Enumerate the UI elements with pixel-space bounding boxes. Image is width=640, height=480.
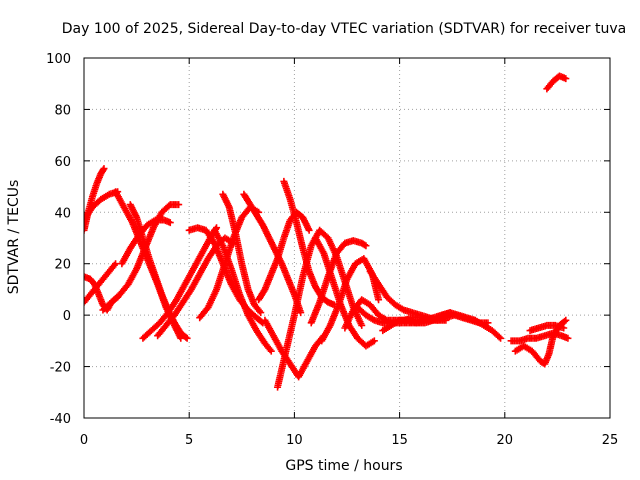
data-point bbox=[562, 75, 570, 83]
series-track-16 bbox=[255, 208, 313, 304]
plot-area bbox=[84, 72, 572, 391]
data-point bbox=[561, 317, 569, 325]
data-point bbox=[362, 242, 370, 250]
x-tick-label: 25 bbox=[602, 433, 619, 448]
data-point bbox=[562, 316, 570, 324]
series-track-29 bbox=[526, 321, 568, 335]
series-track-27 bbox=[507, 329, 572, 345]
x-axis-title: GPS time / hours bbox=[285, 458, 402, 474]
series-track-28 bbox=[511, 316, 570, 368]
y-tick-label: -20 bbox=[50, 361, 71, 376]
data-point bbox=[560, 324, 568, 332]
data-point bbox=[112, 260, 120, 268]
x-tick-label: 5 bbox=[185, 433, 193, 448]
data-point bbox=[84, 226, 88, 234]
data-point bbox=[442, 316, 450, 324]
y-tick-label: 60 bbox=[54, 155, 71, 170]
x-tick-label: 0 bbox=[80, 433, 88, 448]
data-point bbox=[182, 333, 190, 341]
data-point bbox=[305, 226, 313, 234]
data-point bbox=[495, 333, 503, 341]
plot-frame bbox=[83, 57, 611, 419]
data-point bbox=[257, 309, 265, 317]
data-point bbox=[497, 334, 505, 342]
y-tick-label: -40 bbox=[50, 412, 71, 427]
data-point bbox=[446, 309, 454, 317]
grid-lines bbox=[84, 58, 610, 418]
y-tick-label: 80 bbox=[54, 103, 71, 118]
x-tick-label: 15 bbox=[391, 433, 408, 448]
series-track-26 bbox=[379, 309, 454, 335]
data-point bbox=[375, 296, 383, 304]
data-point bbox=[100, 165, 108, 173]
series-track-2 bbox=[84, 188, 122, 224]
data-point bbox=[484, 319, 492, 327]
y-axis-title: SDTVAR / TECUs bbox=[6, 180, 22, 295]
data-point bbox=[370, 337, 378, 345]
series-track-17 bbox=[280, 177, 338, 309]
data-point bbox=[183, 334, 191, 342]
y-tick-label: 0 bbox=[63, 309, 71, 324]
data-marks bbox=[84, 72, 572, 391]
x-tick-label: 10 bbox=[286, 433, 303, 448]
series-track-14 bbox=[219, 190, 265, 317]
y-tick-label: 40 bbox=[54, 206, 71, 221]
data-point bbox=[358, 321, 366, 329]
data-point bbox=[564, 334, 572, 342]
y-tick-label: 100 bbox=[46, 52, 71, 67]
tick-labels: 0 5 10 15 20 25 -40 -20 0 20 40 60 80 100 bbox=[46, 52, 618, 448]
data-point bbox=[267, 347, 275, 355]
chart-title: Day 100 of 2025, Sidereal Day-to-day VTE… bbox=[62, 21, 626, 37]
data-point bbox=[297, 309, 305, 317]
data-point bbox=[361, 241, 369, 249]
y-tick-label: 20 bbox=[54, 258, 71, 273]
series-track-30 bbox=[543, 72, 570, 93]
data-point bbox=[166, 219, 174, 227]
data-point bbox=[175, 201, 183, 209]
x-tick-label: 20 bbox=[497, 433, 514, 448]
